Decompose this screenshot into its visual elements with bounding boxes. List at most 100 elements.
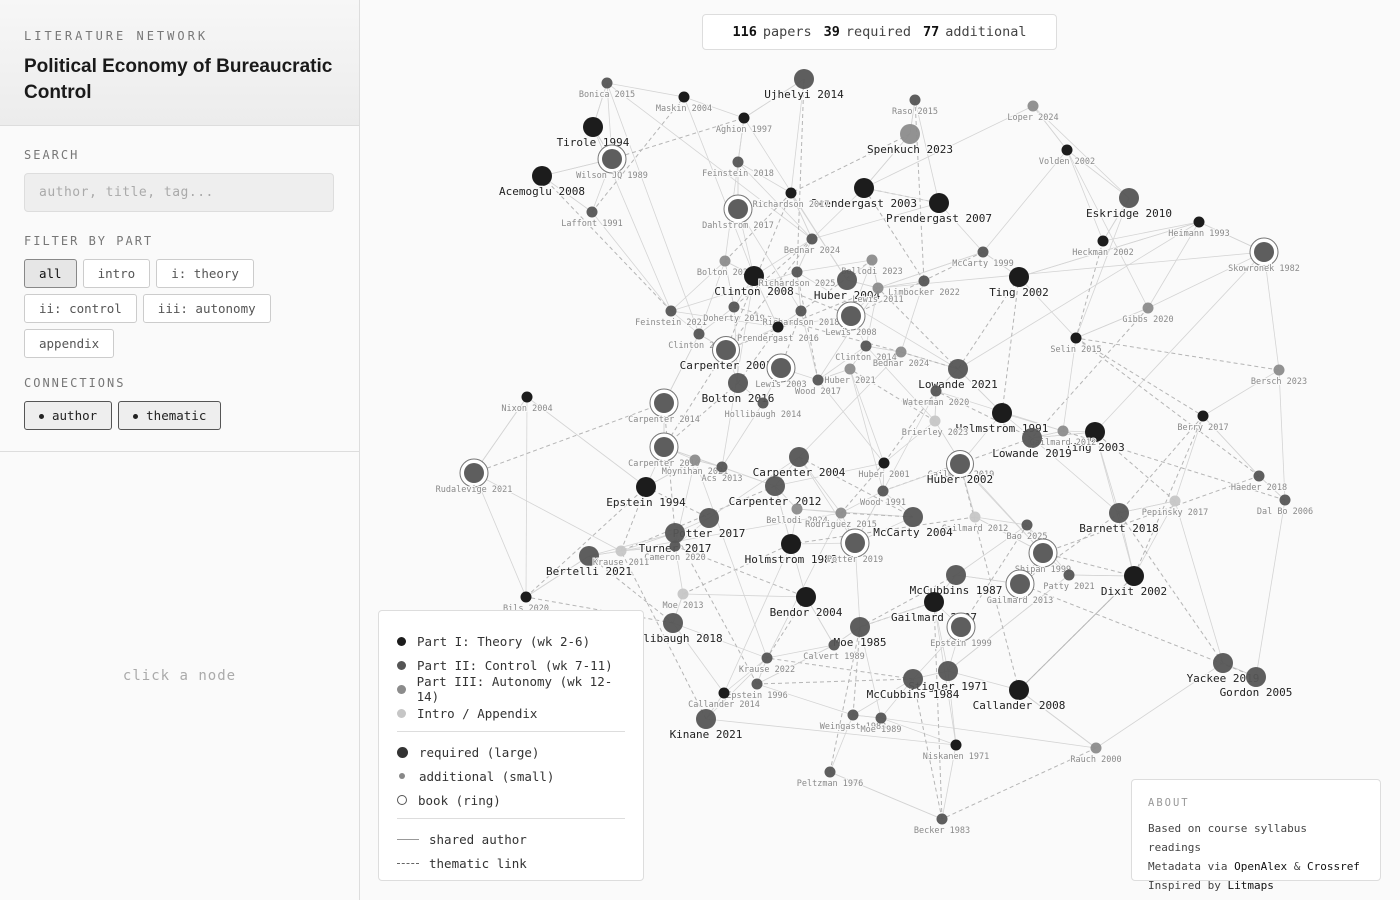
paper-node[interactable]: Kinane 2021 xyxy=(668,709,744,742)
paper-node[interactable]: Carpenter 2012 xyxy=(727,476,823,509)
paper-node[interactable]: Spenkuch 2023 xyxy=(866,124,954,157)
paper-node[interactable]: Selin 2015 xyxy=(1049,332,1103,356)
paper-node[interactable]: Ujhelyi 2014 xyxy=(763,69,845,102)
paper-node[interactable]: Bellodi 2024 xyxy=(765,503,829,527)
paper-node[interactable]: Clinton 2014 xyxy=(834,340,898,364)
paper-node[interactable]: Feinstein 2021 xyxy=(634,305,708,329)
paper-node[interactable]: Loper 2024 xyxy=(1006,100,1060,124)
paper-node[interactable]: Bolton 2020 xyxy=(696,255,754,279)
paper-node[interactable]: Calvert 1989 xyxy=(802,639,866,663)
paper-node[interactable]: Peltzman 1976 xyxy=(796,766,864,790)
filter-button[interactable]: i: theory xyxy=(156,259,254,288)
paper-node[interactable]: Heimann 1993 xyxy=(1167,216,1231,240)
paper-node[interactable]: Yackee 2019 xyxy=(1185,653,1261,686)
paper-node[interactable]: Skowronek 1982 xyxy=(1227,237,1301,275)
paper-node[interactable]: Callander 2008 xyxy=(971,680,1067,713)
paper-node[interactable]: Raso 2015 xyxy=(891,94,939,118)
paper-node[interactable]: Ting 2003 xyxy=(1064,422,1126,455)
paper-node[interactable]: Barnett 2018 xyxy=(1078,503,1160,536)
paper-node[interactable]: Hollibaugh 2018 xyxy=(622,613,724,646)
paper-node[interactable]: Lowande 2019 xyxy=(991,428,1073,461)
paper-node[interactable]: Rudalevige 2021 xyxy=(435,458,513,496)
paper-node[interactable]: Prendergast 2007 xyxy=(885,193,993,226)
paper-node[interactable]: Carpenter 2010 xyxy=(627,432,701,470)
search-input[interactable]: author, title, tag... xyxy=(24,173,334,212)
paper-node[interactable]: Wilson JQ 1989 xyxy=(575,144,649,182)
paper-node[interactable]: Lewis 2011 xyxy=(851,282,905,306)
paper-node[interactable]: Potter 2017 xyxy=(671,508,747,541)
filter-button[interactable]: all xyxy=(24,259,77,288)
paper-node[interactable]: Moe 1985 xyxy=(832,617,888,650)
paper-node[interactable]: Weingast 1983 xyxy=(819,709,887,733)
paper-node[interactable]: Hollibaugh 2014 xyxy=(724,397,802,421)
paper-node[interactable]: Moe 2013 xyxy=(662,588,704,612)
paper-node[interactable]: Bednar 2024 xyxy=(872,346,930,370)
paper-node[interactable]: McCubbins 1987 xyxy=(908,565,1004,598)
paper-node[interactable]: Cameron 2020 xyxy=(643,540,707,564)
paper-node[interactable]: Bendor 2004 xyxy=(768,587,844,620)
paper-node[interactable]: Wood 2017 xyxy=(794,374,842,398)
paper-node[interactable]: McCubbins 1984 xyxy=(865,669,961,702)
paper-node[interactable]: Prendergast 2003 xyxy=(810,178,918,211)
paper-node[interactable]: Gailmard 2012 xyxy=(941,511,1009,535)
filter-button[interactable]: appendix xyxy=(24,329,115,358)
paper-node[interactable]: Richardson 2025 xyxy=(758,266,836,290)
paper-node[interactable]: Epstein 1999 xyxy=(929,612,993,650)
paper-node[interactable]: Aghion 1997 xyxy=(715,112,773,136)
paper-node[interactable]: Shipan 1999 xyxy=(1014,538,1072,576)
paper-node[interactable]: Heckman 2002 xyxy=(1071,235,1135,259)
paper-node[interactable]: Gailmard 2012 xyxy=(1029,425,1097,449)
paper-node[interactable]: Richardson 2017 xyxy=(752,187,830,211)
filter-button[interactable]: iii: autonomy xyxy=(142,294,271,323)
paper-node[interactable]: Lewis 2008 xyxy=(824,301,878,339)
paper-node[interactable]: Dixit 2002 xyxy=(1100,566,1168,599)
paper-node[interactable]: Ting 2002 xyxy=(988,267,1050,300)
paper-node[interactable]: Tirole 1994 xyxy=(555,117,631,150)
filter-button[interactable]: ii: control xyxy=(24,294,137,323)
paper-node[interactable]: Dal Bo 2006 xyxy=(1256,494,1314,518)
paper-node[interactable]: Moynihan 2021 xyxy=(661,454,729,478)
paper-node[interactable]: Krause 2011 xyxy=(592,545,650,569)
paper-node[interactable]: Bolton 2016 xyxy=(700,373,776,406)
paper-node[interactable]: Gailmard 2013 xyxy=(986,569,1054,607)
paper-node[interactable]: Huber 2001 xyxy=(857,457,911,481)
paper-node[interactable]: Krause 2022 xyxy=(738,652,796,676)
paper-node[interactable]: Haeder 2018 xyxy=(1230,470,1288,494)
paper-node[interactable]: Lewis 2003 xyxy=(754,353,808,391)
paper-node[interactable]: Potter 2019 xyxy=(826,528,884,566)
paper-node[interactable]: Stigler 1971 xyxy=(907,661,989,694)
paper-node[interactable]: Wood 1991 xyxy=(859,485,907,509)
paper-node[interactable]: Bonica 2015 xyxy=(578,77,636,101)
paper-node[interactable]: Gibbs 2020 xyxy=(1121,302,1175,326)
paper-node[interactable]: Bersch 2023 xyxy=(1250,364,1308,388)
paper-node[interactable]: Limbocker 2022 xyxy=(887,275,961,299)
paper-node[interactable]: Dahlstrom 2017 xyxy=(701,194,775,232)
paper-node[interactable]: Feinstein 2018 xyxy=(701,156,775,180)
paper-node[interactable]: Carpenter 2001 xyxy=(678,336,774,373)
paper-node[interactable]: Brierley 2023 xyxy=(901,415,969,439)
paper-node[interactable]: Huber 2021 xyxy=(823,363,877,387)
paper-node[interactable]: Huber 2004 xyxy=(813,270,882,303)
paper-node[interactable]: Rauch 2000 xyxy=(1069,742,1123,766)
paper-node[interactable]: McCarty 2004 xyxy=(872,507,954,540)
paper-node[interactable]: Bertelli 2021 xyxy=(545,546,633,579)
paper-node[interactable]: Pepinsky 2017 xyxy=(1141,495,1209,519)
paper-node[interactable]: Bednar 2024 xyxy=(783,233,841,257)
paper-node[interactable]: Maskin 2004 xyxy=(655,91,713,115)
paper-node[interactable]: Epstein 1996 xyxy=(725,678,789,702)
paper-node[interactable]: Huber 2002 xyxy=(926,450,994,487)
connection-button[interactable]: author xyxy=(24,401,113,430)
paper-node[interactable]: Prendergast 2016 xyxy=(736,321,820,345)
paper-node[interactable]: Epstein 1994 xyxy=(605,477,687,510)
paper-node[interactable]: Niskanen 1971 xyxy=(922,739,990,763)
paper-node[interactable]: Berry 2017 xyxy=(1176,410,1230,434)
connection-button[interactable]: thematic xyxy=(118,401,222,430)
paper-node[interactable]: Callander 2014 xyxy=(687,687,761,711)
paper-node[interactable]: McCarty 1999 xyxy=(951,246,1015,270)
paper-node[interactable]: Carpenter 2014 xyxy=(627,388,701,426)
paper-node[interactable]: Volden 2002 xyxy=(1038,144,1096,168)
paper-node[interactable]: Laffont 1991 xyxy=(560,206,624,230)
paper-node[interactable]: Patty 2021 xyxy=(1042,569,1096,593)
filter-button[interactable]: intro xyxy=(82,259,151,288)
paper-node[interactable]: Carpenter 2004 xyxy=(751,447,847,480)
